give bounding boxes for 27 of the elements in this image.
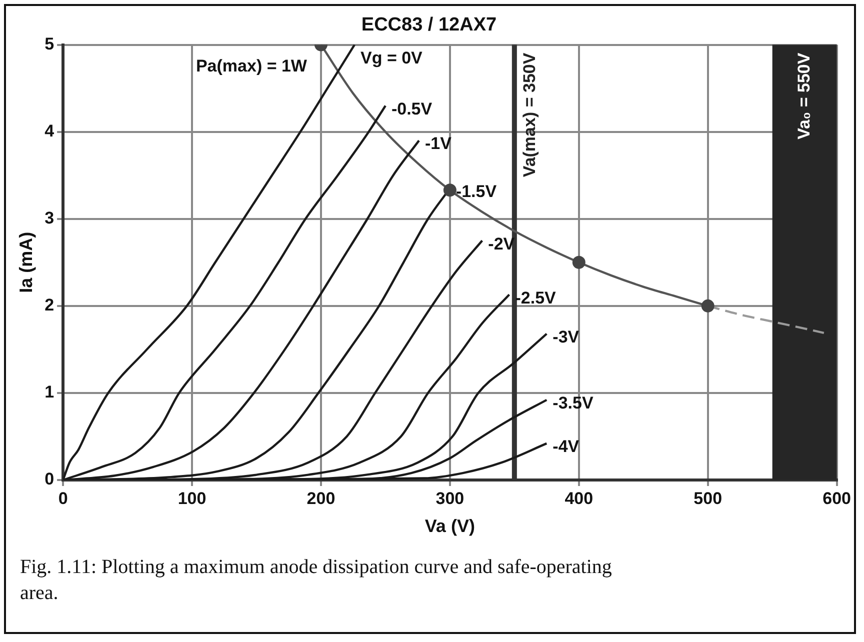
series-label: -1V bbox=[424, 134, 452, 154]
annotation: Pa(max) = 1W bbox=[196, 56, 308, 76]
series-label: -0.5V bbox=[391, 99, 433, 118]
x-tick-label: 0 bbox=[58, 488, 68, 508]
x-tick-label: 300 bbox=[436, 488, 464, 508]
caption: Fig. 1.11: Plotting a maximum anode dissipation curve and safe-operating area. bbox=[20, 555, 613, 606]
x-tick-label: 500 bbox=[694, 488, 722, 508]
x-tick-label: 400 bbox=[564, 488, 594, 508]
y-tick-label: 5 bbox=[44, 34, 54, 54]
series-label: -4V bbox=[552, 437, 580, 456]
x-tick-label: 600 bbox=[822, 488, 852, 508]
series-label: Vg = 0V bbox=[360, 48, 424, 68]
ref-line-label: Va(max) = 350V bbox=[520, 52, 540, 178]
y-tick-label: 1 bbox=[44, 382, 54, 402]
y-tick-label: 2 bbox=[44, 296, 54, 315]
series-label: -3V bbox=[552, 327, 580, 346]
series-label: -1.5V bbox=[456, 182, 498, 202]
y-axis-title: Ia (mA) bbox=[16, 232, 36, 293]
x-axis-title: Va (V) bbox=[424, 516, 475, 536]
x-tick-label: 200 bbox=[306, 488, 336, 508]
y-tick-label: 0 bbox=[44, 470, 54, 489]
x-tick-label: 100 bbox=[178, 488, 206, 508]
y-tick-label: 3 bbox=[44, 208, 54, 228]
series-label: -3.5V bbox=[552, 394, 594, 413]
chart-title: ECC83 / 12AX7 bbox=[361, 14, 497, 36]
band-label: Va₀ = 550V bbox=[794, 52, 814, 140]
y-tick-label: 4 bbox=[44, 122, 55, 141]
